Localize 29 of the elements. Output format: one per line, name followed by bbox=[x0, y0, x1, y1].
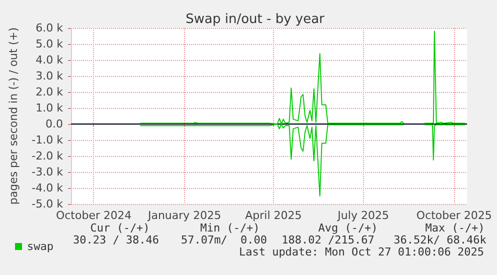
text: 30.23 / 38.46 bbox=[72, 234, 160, 246]
text: 188.02 /215.67 bbox=[282, 234, 374, 246]
y-tick-label: -4.0 k bbox=[32, 182, 64, 194]
text: Min (-/+) bbox=[200, 222, 260, 234]
x-tick-label: October 2024 bbox=[56, 209, 132, 222]
text: Last update: Mon Oct 27 01:00:06 2025 bbox=[238, 246, 484, 258]
y-tick-label: 2.0 k bbox=[36, 86, 64, 98]
text: 36.52k/ 68.46k bbox=[394, 234, 487, 246]
text: Avg (-/+) bbox=[318, 222, 378, 234]
legend-label: swap bbox=[27, 240, 54, 253]
y-tick-label: -2.0 k bbox=[32, 150, 64, 162]
y-axis-title: pages per second in (-) / out (+) bbox=[7, 27, 20, 205]
x-tick-label: January 2025 bbox=[146, 209, 222, 222]
text: Max (-/+) bbox=[425, 222, 485, 234]
y-tick-label: 3.0 k bbox=[36, 70, 64, 82]
text: Cur (-/+) bbox=[90, 222, 150, 234]
y-tick-label: -3.0 k bbox=[32, 166, 64, 178]
y-tick-label: -1.0 k bbox=[32, 134, 64, 146]
y-tick-label: 5.0 k bbox=[36, 38, 64, 50]
y-tick-label: 0.0 bbox=[46, 118, 63, 130]
y-tick-label: 6.0 k bbox=[36, 22, 64, 34]
x-tick-label: July 2025 bbox=[336, 209, 389, 222]
y-tick-label: -5.0 k bbox=[32, 198, 64, 210]
y-tick-label: 1.0 k bbox=[36, 102, 64, 114]
y-tick-label: 4.0 k bbox=[36, 54, 64, 66]
x-tick-label: October 2025 bbox=[416, 209, 492, 222]
text: 57.07m/ 0.00 bbox=[180, 234, 268, 246]
chart-title: Swap in/out - by year bbox=[186, 12, 326, 27]
x-tick-label: April 2025 bbox=[245, 209, 302, 222]
